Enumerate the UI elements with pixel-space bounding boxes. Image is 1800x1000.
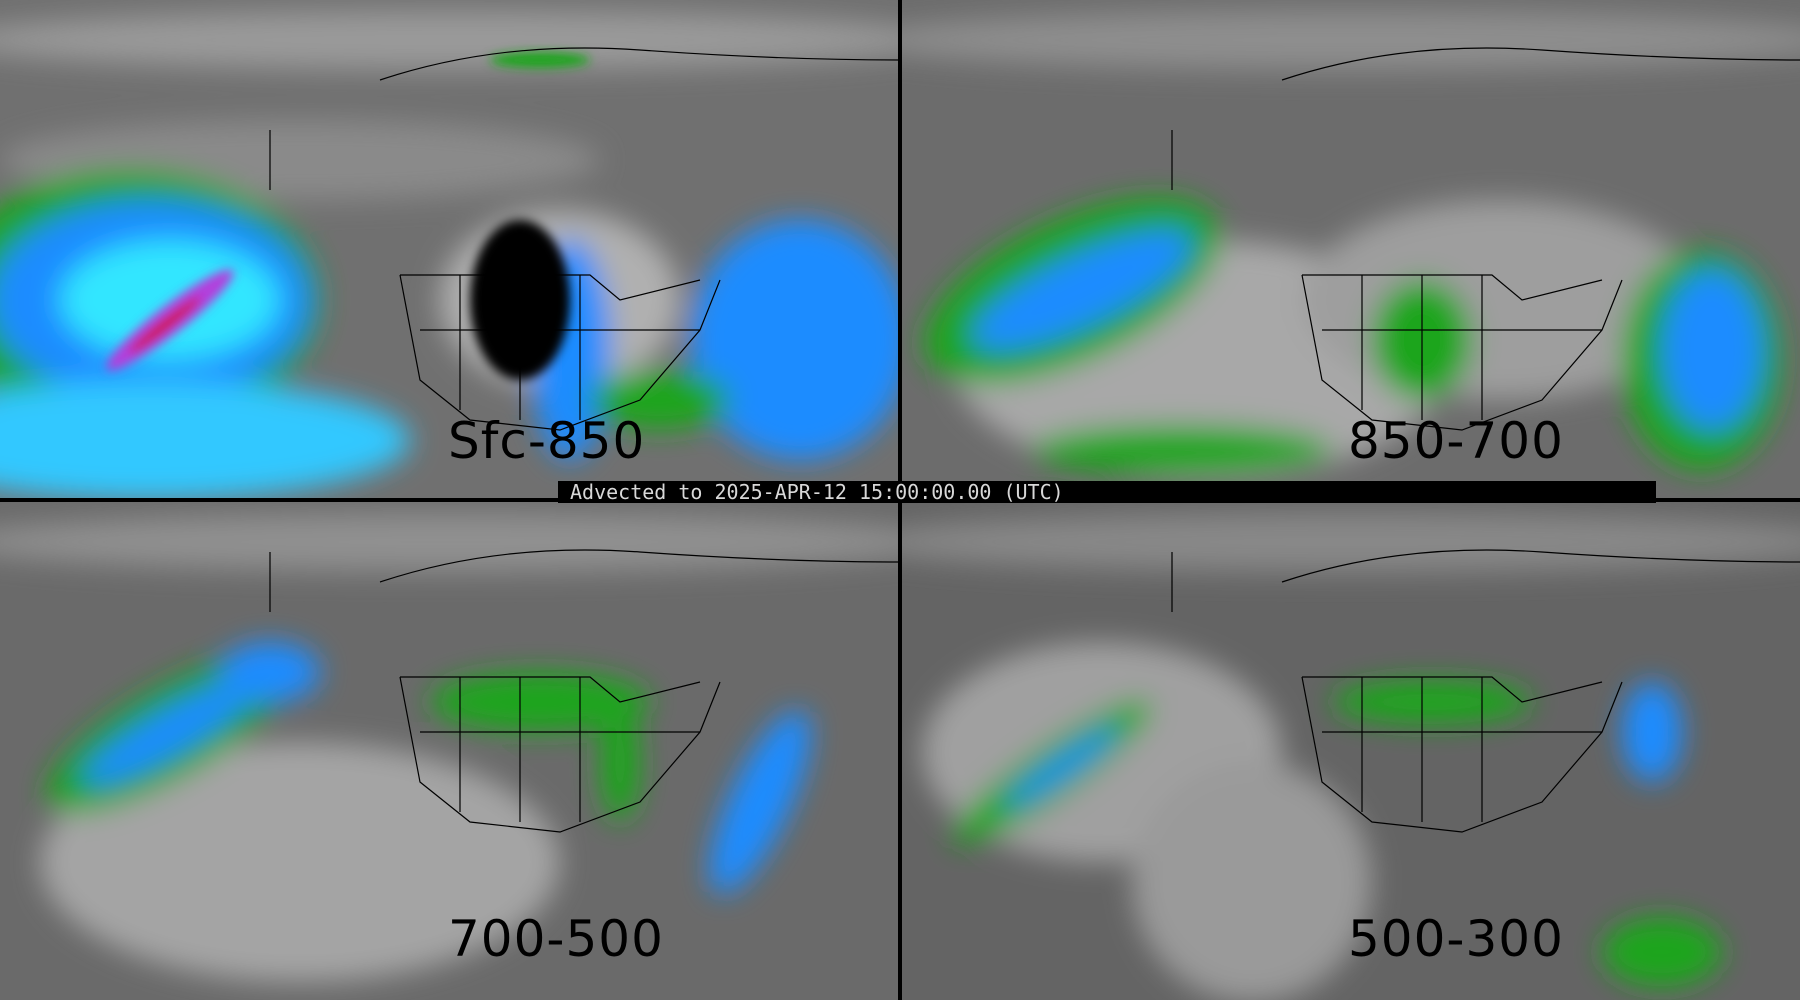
map-850-700 bbox=[902, 0, 1800, 498]
political-boundaries bbox=[1171, 549, 1800, 833]
political-boundaries bbox=[269, 47, 898, 431]
political-boundaries bbox=[269, 549, 898, 833]
valid-time-banner: Advected to 2025-APR-12 15:00:00.00 (UTC… bbox=[558, 481, 1656, 503]
panel-700-500: 700-500 bbox=[0, 502, 898, 1000]
map-700-500 bbox=[0, 502, 898, 1000]
panel-label: 700-500 bbox=[448, 910, 664, 968]
panel-sfc-850: Sfc-850 bbox=[0, 0, 898, 498]
political-boundaries bbox=[1171, 47, 1800, 431]
panel-label: Sfc-850 bbox=[448, 412, 646, 470]
map-sfc-850 bbox=[0, 0, 898, 498]
panel-500-300: 500-300 bbox=[902, 502, 1800, 1000]
panel-850-700: 850-700 bbox=[902, 0, 1800, 498]
map-500-300 bbox=[902, 502, 1800, 1000]
panel-label: 500-300 bbox=[1348, 910, 1564, 968]
panel-label: 850-700 bbox=[1348, 412, 1564, 470]
